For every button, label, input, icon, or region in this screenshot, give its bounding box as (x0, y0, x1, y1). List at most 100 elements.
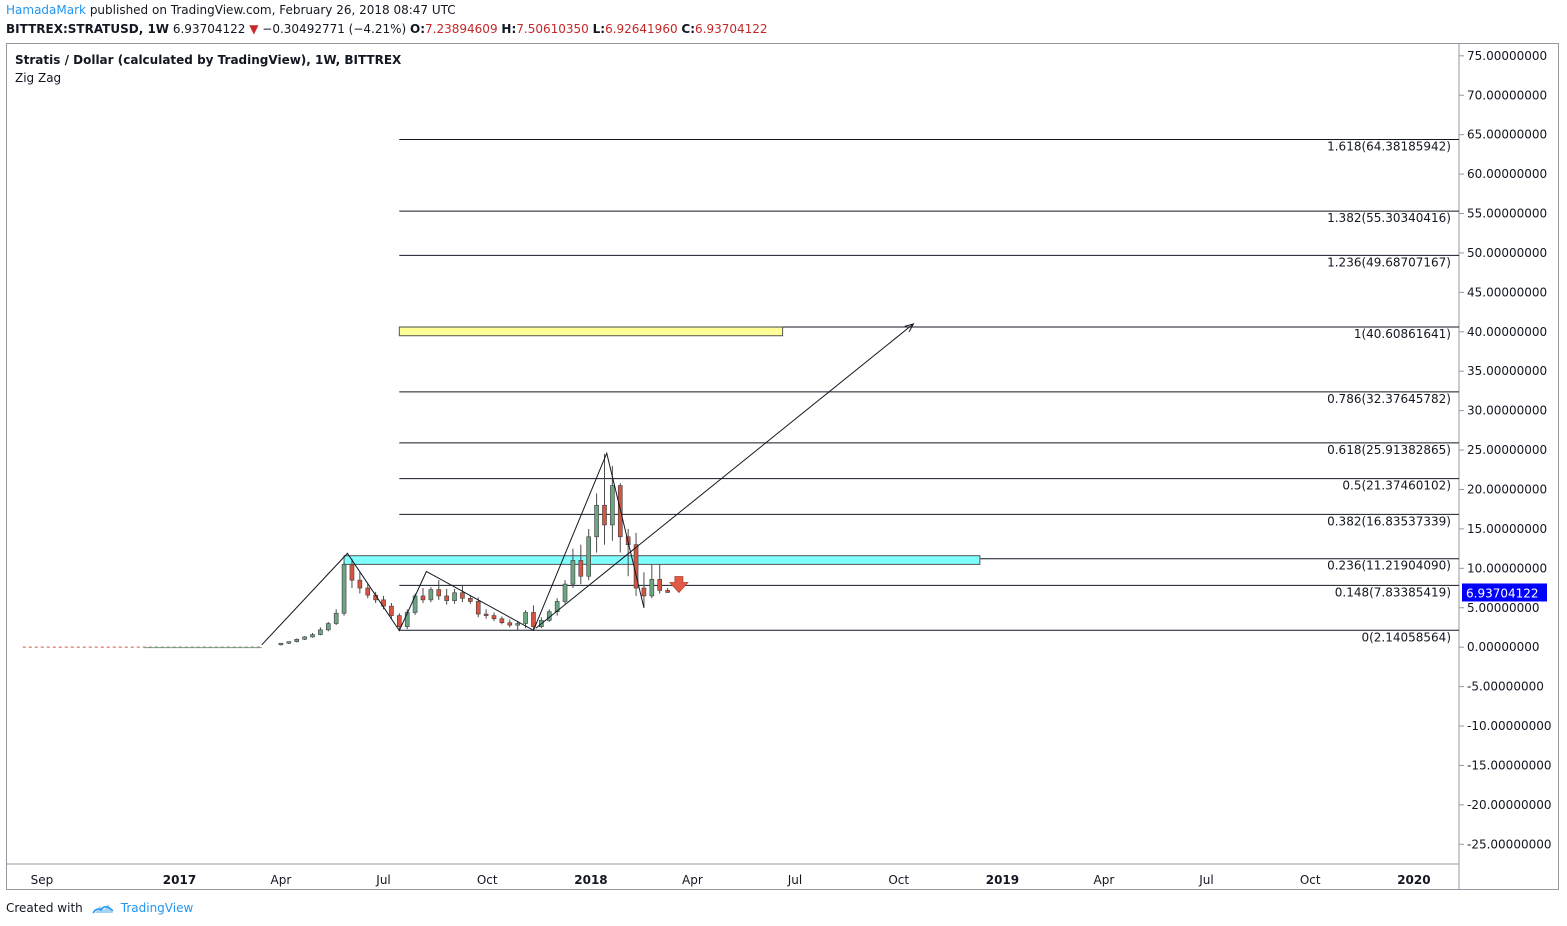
low-value: 6.92641960 (605, 22, 678, 36)
time-tick-label: 2017 (163, 873, 196, 887)
time-tick-label: Oct (1300, 873, 1321, 887)
price-tick-label: 50.00000000 (1467, 246, 1547, 260)
candle-body (586, 536, 592, 577)
fib-level-label: 0.382(16.83537339) (1327, 514, 1451, 528)
cyan-zone (343, 555, 981, 565)
candle-body (657, 579, 663, 591)
candle-body (554, 601, 560, 612)
candle-body (452, 592, 457, 601)
fib-level-label: 0.618(25.91382865) (1327, 443, 1451, 457)
candle-body (310, 634, 315, 638)
price-tick-label: -10.00000000 (1467, 719, 1552, 733)
candle-body (302, 636, 307, 640)
candle-body (365, 587, 371, 596)
candle-body (436, 589, 442, 597)
candle-body (594, 504, 599, 538)
low-label: L: (592, 22, 606, 36)
tradingview-link[interactable]: TradingView (120, 901, 194, 915)
candle-body (578, 560, 584, 577)
candle-body (404, 612, 410, 627)
yellow-zone (398, 326, 784, 337)
candle-body (278, 642, 284, 646)
candle-body (649, 579, 655, 597)
candle-body (515, 623, 520, 626)
time-tick-label: 2019 (986, 873, 1019, 887)
candle-body (389, 605, 394, 616)
tradingview-cloud-icon (92, 904, 114, 914)
fib-level-label: 0.236(11.21904090) (1327, 559, 1451, 573)
candle-body (428, 589, 434, 601)
symbol-info-line: BITTREX:STRATUSD, 1W 6.93704122 ▼ −0.304… (6, 22, 768, 36)
time-tick-label: Oct (888, 873, 909, 887)
candle-body (318, 629, 323, 635)
time-tick-label: 2018 (574, 873, 607, 887)
time-tick-label: Apr (271, 873, 292, 887)
candle-body (341, 564, 347, 614)
indicator-name: Zig Zag (15, 71, 62, 85)
candle-body (499, 618, 505, 624)
candle-body (610, 485, 615, 526)
price-tick-label: 25.00000000 (1467, 443, 1547, 457)
candle-body (286, 641, 292, 644)
fib-level-label: 1.618(64.38185942) (1327, 140, 1451, 154)
candle-body (523, 612, 528, 624)
symbol-name: BITTREX:STRATUSD, 1W (6, 22, 170, 36)
candle-body (460, 592, 465, 599)
price-tick-label: 30.00000000 (1467, 404, 1547, 418)
price-tick-label: 15.00000000 (1467, 522, 1547, 536)
candle-body (333, 612, 339, 624)
fib-level-label: 0(2.14058564) (1361, 630, 1451, 644)
high-label: H: (501, 22, 517, 36)
price-tick-label: 5.00000000 (1467, 601, 1540, 615)
created-with-label: Created with (6, 901, 83, 915)
candle-body (562, 583, 568, 602)
candle-body (357, 579, 363, 589)
time-tick-label: Jul (375, 873, 390, 887)
candle-body (641, 587, 647, 597)
candle-body (475, 601, 481, 615)
candle-body (483, 613, 489, 616)
candle-body (602, 504, 607, 526)
time-tick-label: 2020 (1397, 873, 1430, 887)
open-value: 7.23894609 (425, 22, 498, 36)
candle-body (507, 622, 513, 626)
price-tick-label: -5.00000000 (1467, 680, 1544, 694)
price-tick-label: 75.00000000 (1467, 49, 1547, 63)
time-tick-label: Jul (1198, 873, 1213, 887)
time-tick-label: Apr (682, 873, 703, 887)
price-tick-label: -20.00000000 (1467, 798, 1552, 812)
open-label: O: (410, 22, 426, 36)
price-tick-label: 55.00000000 (1467, 207, 1547, 221)
candle-body (349, 564, 355, 581)
candle-body (381, 599, 386, 607)
price-tick-label: 60.00000000 (1467, 167, 1547, 181)
candle-body (420, 595, 426, 601)
publish-line: HamadaMark published on TradingView.com,… (6, 3, 456, 17)
time-tick-label: Sep (31, 873, 54, 887)
high-value: 7.50610350 (516, 22, 589, 36)
fib-level-label: 1(40.60861641) (1354, 327, 1451, 341)
price-tick-label: -15.00000000 (1467, 758, 1552, 772)
candle-body (570, 560, 576, 585)
candle-body (397, 615, 402, 627)
price-tick-label: 45.00000000 (1467, 285, 1547, 299)
time-tick-label: Jul (787, 873, 802, 887)
close-label: C: (681, 22, 696, 36)
footer: Created with TradingView (6, 901, 193, 915)
candle-body (491, 615, 497, 620)
author-link[interactable]: HamadaMark (6, 3, 86, 17)
triangle-down-icon: ▼ (249, 22, 259, 36)
chart-frame[interactable] (6, 43, 1559, 890)
sell-arrow-icon (668, 576, 689, 594)
candle-body (665, 590, 670, 593)
time-tick-label: Apr (1094, 873, 1115, 887)
publish-info: published on TradingView.com, February 2… (89, 3, 456, 17)
price-tick-label: 35.00000000 (1467, 364, 1547, 378)
price-tick-label: 40.00000000 (1467, 325, 1547, 339)
last-price: 6.93704122 (172, 22, 246, 36)
price-tick-label: 65.00000000 (1467, 128, 1547, 142)
price-tick-label: 20.00000000 (1467, 482, 1547, 496)
candle-body (294, 638, 300, 642)
price-tick-label: 70.00000000 (1467, 88, 1547, 102)
